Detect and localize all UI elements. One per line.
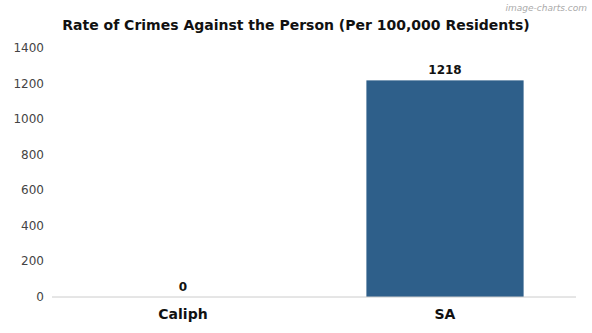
data-label: 0 [179,280,187,294]
y-tick-label: 1400 [13,41,44,55]
x-tick-label: Caliph [158,306,207,322]
title: Rate of Crimes Against the Person (Per 1… [62,17,529,33]
bars [366,80,523,297]
y-tick-label: 0 [36,290,44,304]
y-tick-label: 1000 [13,112,44,126]
background [0,0,592,333]
y-tick-label: 600 [21,183,44,197]
data-label: 1218 [428,63,461,77]
y-tick-label: 1200 [13,77,44,91]
y-axis: 0 200 400 600 800 1000 1200 1400 [13,41,44,304]
y-tick-label: 200 [21,254,44,268]
chart-container: Rate of Crimes Against the Person (Per 1… [0,0,592,333]
x-tick-label: SA [435,306,456,322]
bar [366,80,523,297]
x-axis-line [52,297,576,298]
y-tick-label: 400 [21,219,44,233]
watermark: image-charts.com [506,3,588,13]
chart: Rate of Crimes Against the Person (Per 1… [0,0,592,333]
y-tick-label: 800 [21,148,44,162]
